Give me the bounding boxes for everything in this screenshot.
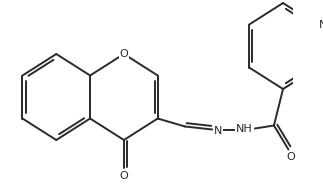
- Text: N: N: [214, 126, 222, 136]
- Text: N: N: [319, 20, 323, 30]
- Text: NH: NH: [235, 124, 252, 135]
- Text: O: O: [120, 49, 128, 59]
- Text: O: O: [287, 152, 296, 162]
- Text: O: O: [120, 171, 128, 181]
